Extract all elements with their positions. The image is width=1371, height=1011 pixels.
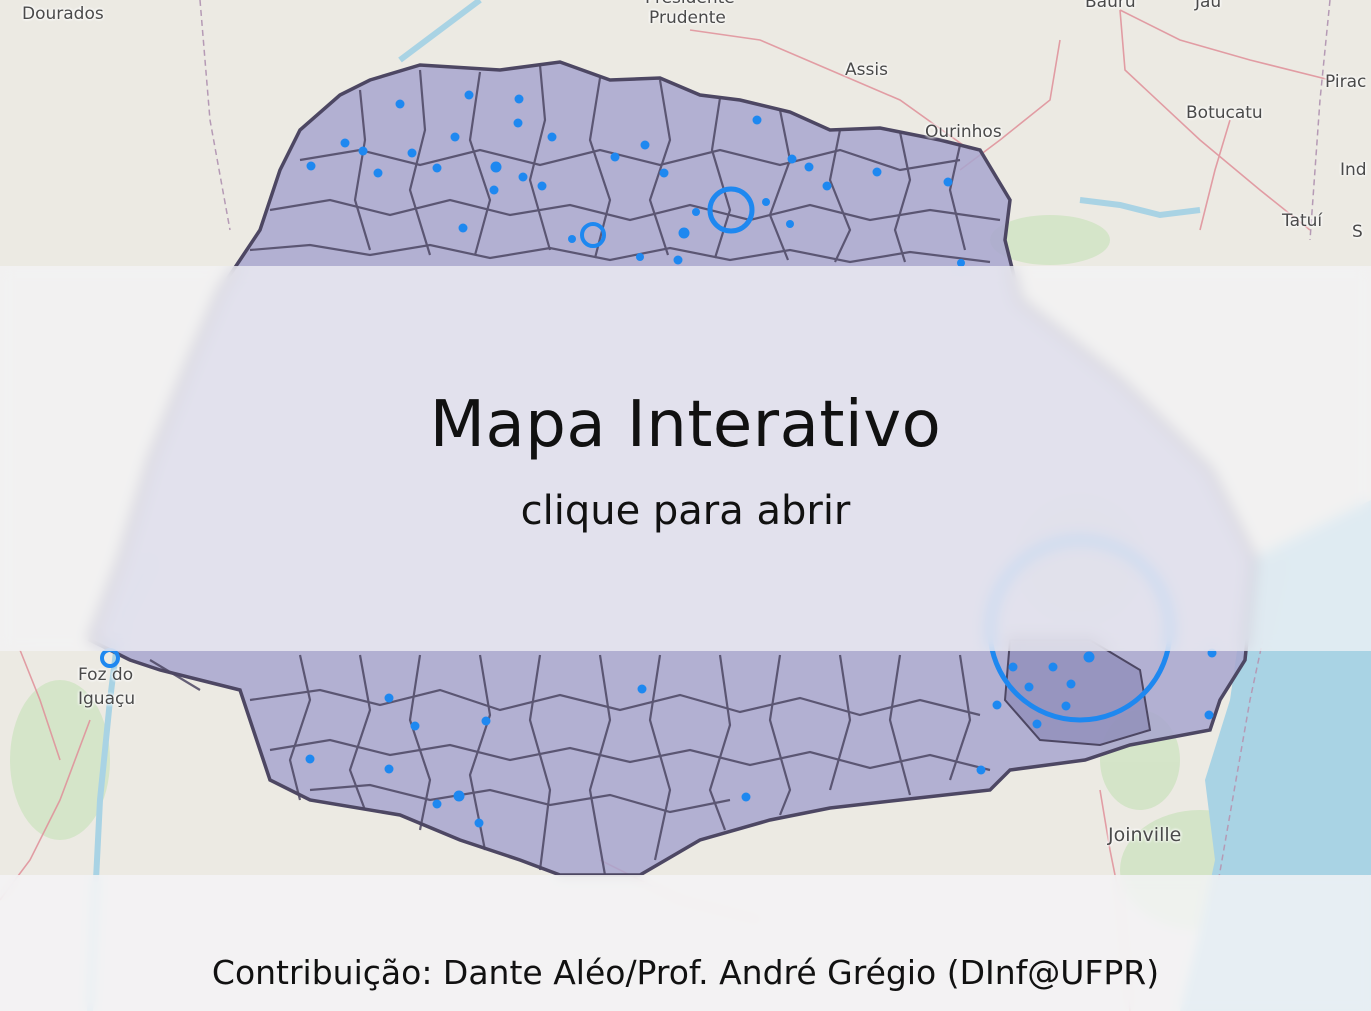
city-markers[interactable] — [305, 90, 1217, 828]
city-label-presidente: Presidente — [645, 0, 735, 8]
city-label-indaiatuba: Ind — [1340, 160, 1367, 180]
municipality-borders — [149, 64, 1001, 876]
city-label-bauru: Bauru — [1085, 0, 1136, 12]
city-label-dourados: Dourados — [22, 4, 104, 24]
city-label-foz-line1: Foz do — [78, 665, 134, 685]
overlay-title[interactable]: Mapa Interativo — [429, 388, 942, 462]
overlay-subtitle[interactable]: clique para abrir — [520, 488, 851, 534]
city-label-prudente: Prudente — [649, 8, 726, 28]
footer-band — [0, 875, 1371, 1011]
city-label-joinville: Joinville — [1108, 824, 1182, 846]
state-borders — [199, 0, 1331, 901]
credit-text: Contribuição: Dante Aléo/Prof. André Gré… — [211, 953, 1160, 992]
city-label-piracicaba: Pirac — [1325, 72, 1367, 92]
city-label-sorocaba: S — [1352, 222, 1363, 242]
city-label-assis: Assis — [845, 60, 888, 80]
city-label-jau: Jaú — [1195, 0, 1222, 12]
city-label-botucatu: Botucatu — [1186, 103, 1263, 123]
city-label-ourinhos: Ourinhos — [925, 122, 1002, 142]
city-label-tatui: Tatuí — [1282, 211, 1323, 231]
city-label-foz-line2: Iguaçu — [78, 689, 136, 709]
open-map-overlay[interactable] — [0, 266, 1371, 651]
